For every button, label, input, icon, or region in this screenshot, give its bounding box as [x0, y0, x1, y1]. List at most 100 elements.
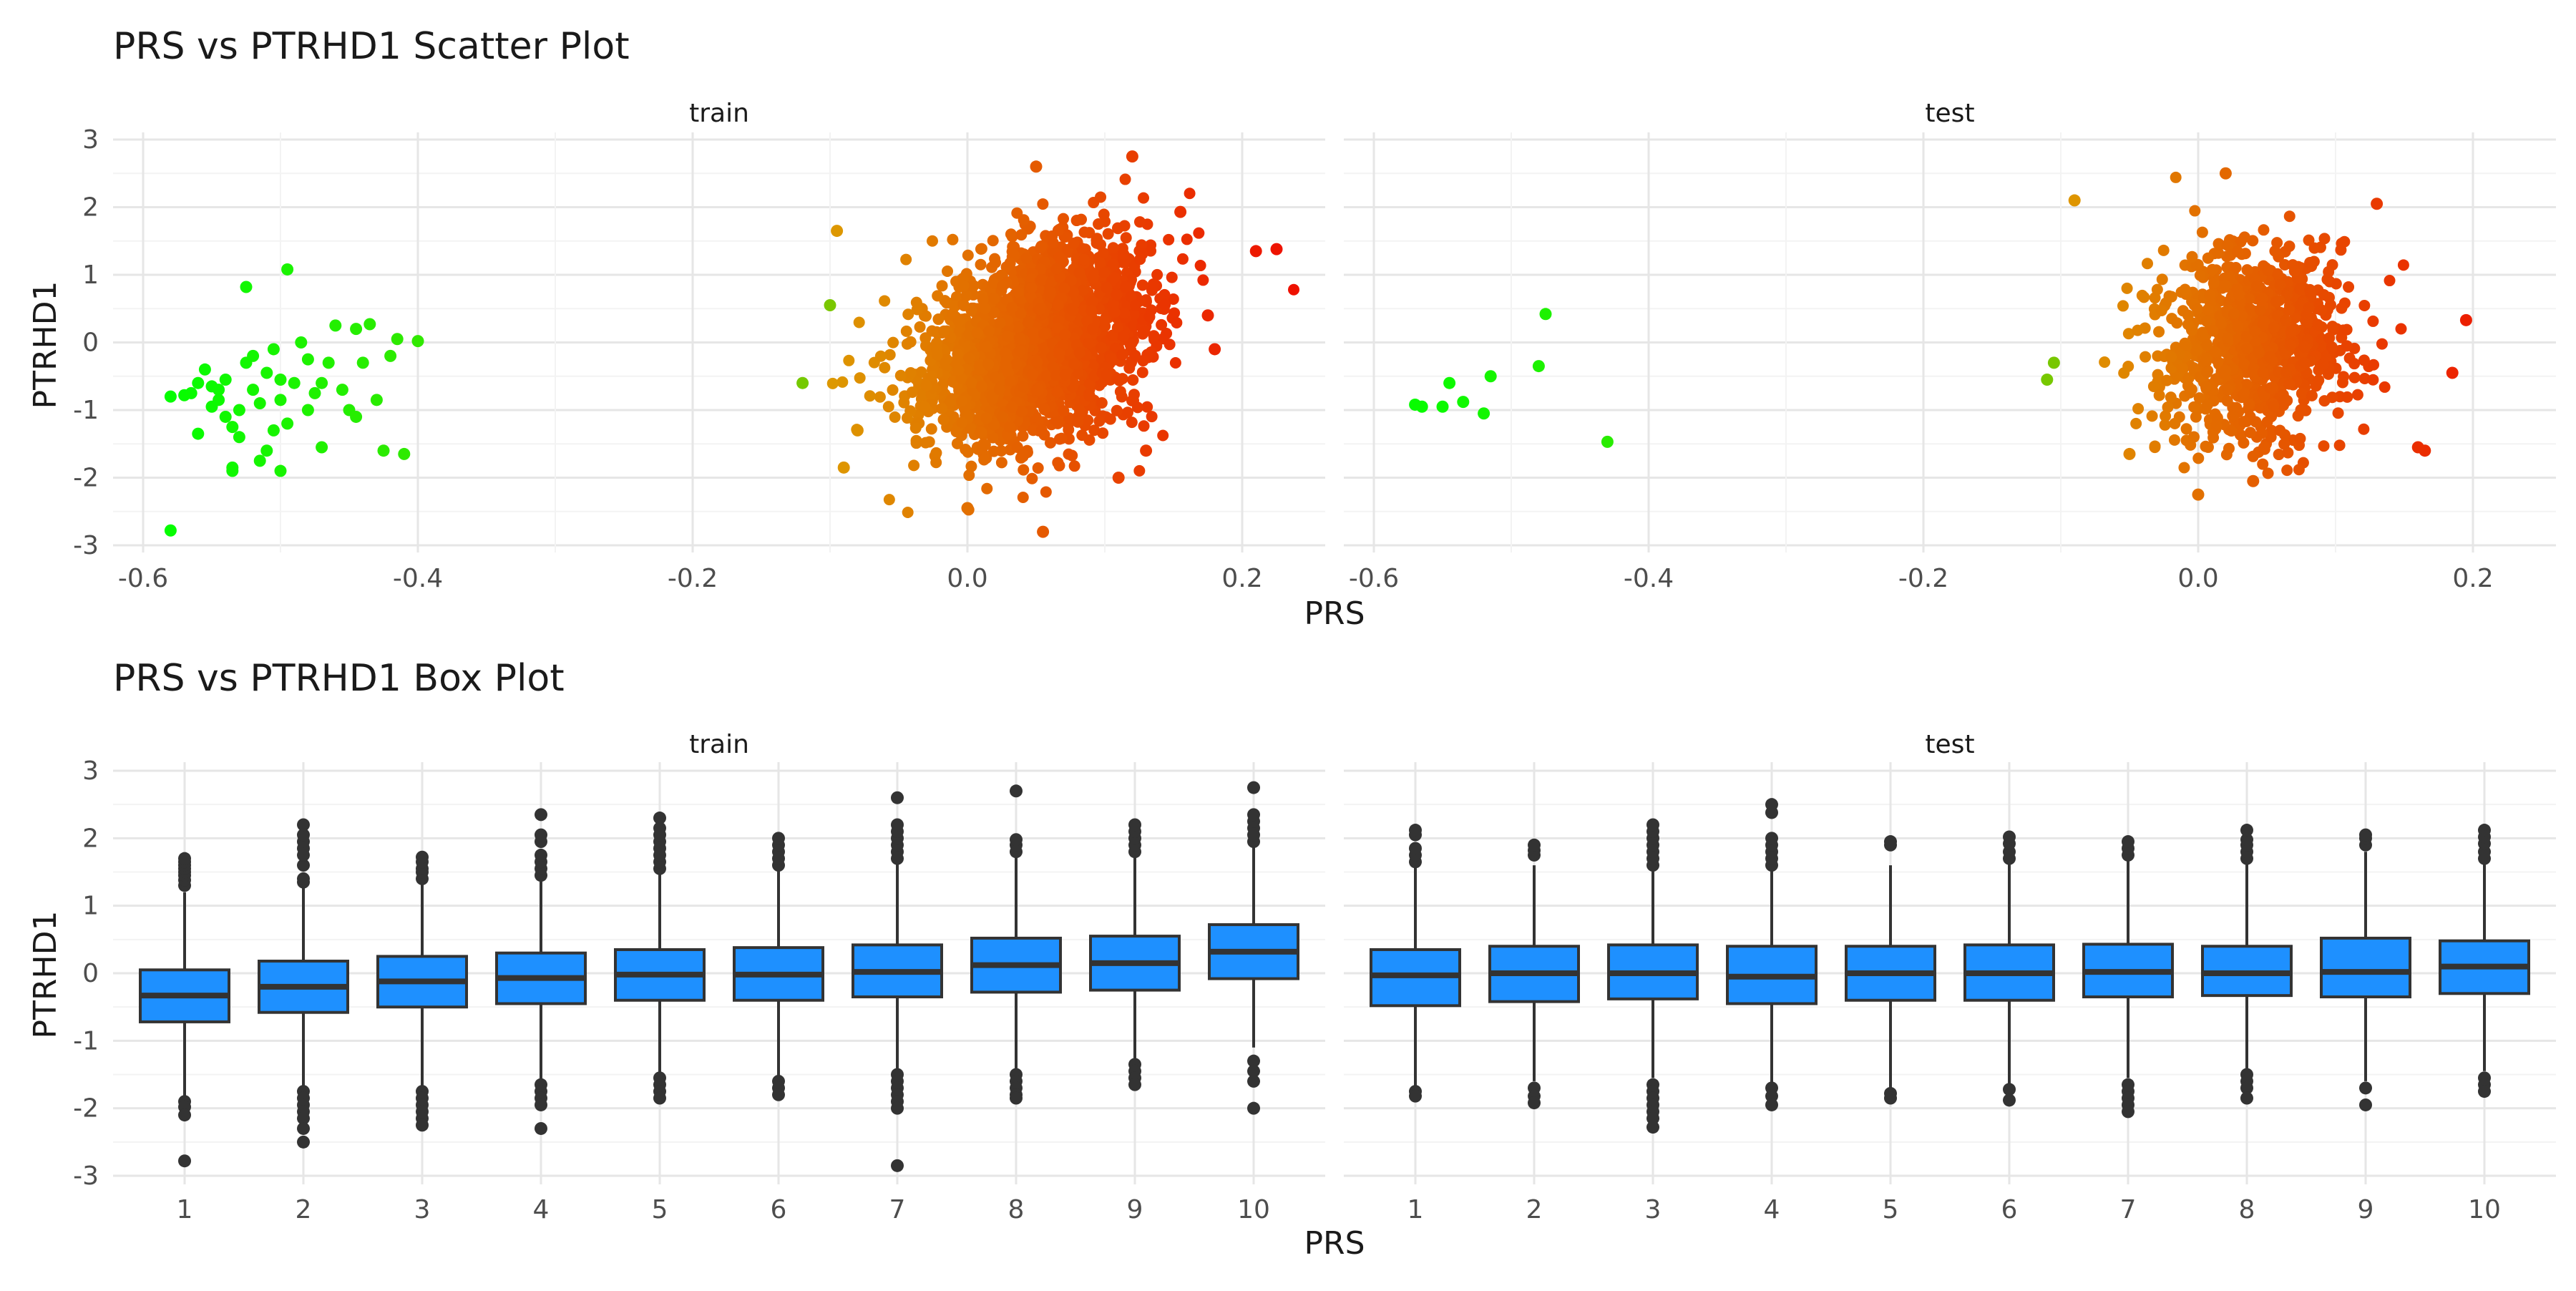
data-point	[1051, 386, 1063, 398]
data-point	[2376, 338, 2388, 350]
y-tick-label: -3	[73, 1161, 99, 1191]
data-point	[336, 384, 348, 396]
data-point	[952, 316, 965, 328]
data-point	[2238, 231, 2250, 243]
data-point	[2206, 263, 2218, 276]
data-point	[260, 444, 273, 457]
data-point	[1163, 338, 1176, 351]
data-point	[301, 404, 314, 416]
data-point	[967, 280, 980, 292]
data-point	[2296, 387, 2308, 399]
data-point	[973, 360, 985, 372]
box-1	[139, 852, 230, 1168]
data-point	[908, 459, 920, 472]
data-point	[2411, 441, 2424, 454]
data-point	[942, 265, 954, 278]
data-point	[1138, 326, 1151, 338]
data-point	[1020, 252, 1033, 264]
scatter-facet-label-test: test	[1925, 99, 1974, 128]
data-point	[1025, 282, 1038, 294]
data-point	[2192, 452, 2205, 464]
outlier-point	[2003, 830, 2016, 844]
data-point	[2192, 488, 2205, 501]
data-point	[2397, 259, 2409, 271]
x-tick-label: 0.0	[947, 564, 987, 593]
box-chart-title: PRS vs PTRHD1 Box Plot	[113, 657, 565, 700]
data-point	[2336, 376, 2348, 389]
data-point	[2209, 346, 2221, 358]
data-point	[986, 392, 998, 404]
outlier-point	[1528, 1096, 1541, 1110]
data-point	[976, 381, 988, 393]
data-point	[377, 444, 390, 457]
x-tick-label: 3	[414, 1195, 431, 1224]
scatter-chart-title: PRS vs PTRHD1 Scatter Plot	[113, 25, 630, 68]
outlier-point	[1646, 1121, 1659, 1134]
data-point	[2367, 315, 2379, 327]
data-point	[2191, 303, 2203, 315]
data-point	[267, 424, 280, 437]
data-point	[1093, 218, 1105, 230]
data-point	[1108, 306, 1121, 318]
outlier-point	[535, 808, 547, 822]
data-point	[932, 290, 944, 302]
data-point	[1082, 414, 1094, 427]
outlier-point	[2240, 1091, 2253, 1105]
x-tick-label: 8	[1008, 1195, 1025, 1224]
data-point	[1107, 242, 1119, 254]
data-point	[2207, 325, 2219, 337]
data-point	[889, 411, 901, 423]
data-point	[205, 400, 218, 413]
data-point	[1136, 279, 1148, 291]
data-point	[1052, 299, 1064, 311]
data-point	[2196, 226, 2208, 238]
data-point	[1171, 316, 1183, 328]
data-point	[927, 235, 939, 247]
data-point	[1050, 414, 1062, 427]
data-point	[1000, 293, 1013, 306]
data-point	[918, 401, 930, 413]
data-point	[1111, 288, 1123, 301]
outlier-point	[1010, 1091, 1023, 1105]
data-point	[2257, 458, 2269, 470]
data-point	[2153, 326, 2165, 338]
data-point	[995, 457, 1008, 469]
box-4	[495, 808, 587, 1135]
data-point	[1436, 400, 1449, 413]
data-point	[1068, 286, 1080, 298]
data-point	[1156, 318, 1168, 331]
data-point	[956, 395, 968, 407]
data-point	[2182, 318, 2194, 331]
data-point	[2358, 354, 2370, 366]
data-point	[1457, 396, 1470, 409]
y-tick-label: -2	[73, 464, 99, 493]
data-point	[1270, 243, 1283, 255]
data-point	[1015, 308, 1027, 320]
data-point	[1113, 374, 1126, 386]
data-point	[2358, 423, 2370, 435]
outlier-point	[2122, 835, 2135, 849]
data-point	[1066, 449, 1078, 462]
data-point	[2283, 210, 2296, 223]
x-tick-label: -0.2	[1898, 564, 1948, 593]
data-point	[1120, 232, 1132, 244]
data-point	[853, 316, 865, 328]
x-tick-label: 0.2	[1221, 564, 1262, 593]
data-point	[2446, 366, 2459, 379]
box-3	[376, 850, 468, 1132]
data-point	[2371, 198, 2384, 210]
data-point	[988, 306, 1000, 318]
data-point	[1140, 444, 1153, 457]
data-point	[1105, 352, 1117, 364]
data-point	[350, 410, 363, 423]
data-point	[1065, 274, 1078, 286]
data-point	[2241, 264, 2253, 276]
data-point	[965, 460, 977, 472]
data-point	[983, 325, 995, 337]
data-point	[2283, 378, 2296, 390]
data-point	[411, 335, 424, 348]
data-point	[1006, 301, 1018, 313]
data-point	[2264, 351, 2276, 364]
box-facet-label-test: test	[1925, 730, 1974, 759]
data-point	[2117, 300, 2129, 312]
